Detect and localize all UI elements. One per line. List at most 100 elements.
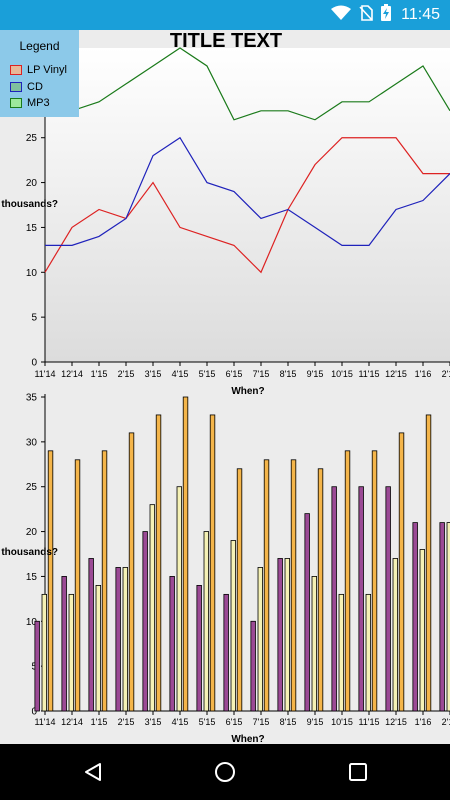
line-x-tick-label: 1'16 <box>415 369 432 379</box>
bar-x-tick-label: 11'15 <box>358 717 379 727</box>
bar-x-tick-label: 10'15 <box>331 717 353 727</box>
status-icons: 11:45 <box>331 0 440 30</box>
bar-1 <box>419 549 426 712</box>
bar-0 <box>250 620 256 712</box>
bar-0 <box>115 567 121 712</box>
bar-2 <box>236 468 243 712</box>
bar-x-tick-label: 11'14 <box>34 717 55 727</box>
bar-1 <box>392 558 399 712</box>
bar-y-tick-label: 25 <box>26 482 38 493</box>
legend: Legend LP Vinyl CD MP3 <box>0 30 79 117</box>
bar-x-tick-label: 12'14 <box>61 717 83 727</box>
bar-0 <box>304 513 310 712</box>
line-x-tick-label: 6'15 <box>226 369 243 379</box>
legend-item-mp3: MP3 <box>10 96 50 110</box>
bar-1 <box>176 486 183 712</box>
legend-title: Legend <box>19 39 60 53</box>
line-series-0 <box>44 137 450 274</box>
bar-2 <box>317 468 324 712</box>
line-series-2 <box>44 47 450 121</box>
wifi-icon <box>331 5 352 26</box>
line-x-tick-label: 4'15 <box>172 369 189 379</box>
bar-x-tick-label: 5'15 <box>199 717 216 727</box>
line-x-tick-label: 2'16 <box>442 369 450 379</box>
bar-0 <box>34 620 40 712</box>
legend-label-mp3: MP3 <box>27 97 50 109</box>
line-x-tick-label: 3'15 <box>145 369 162 379</box>
line-x-tick-label: 12'14 <box>61 369 83 379</box>
bar-y-tick-label: 35 <box>26 393 38 404</box>
line-y-tick-label: 5 <box>31 313 37 324</box>
home-button[interactable] <box>195 744 255 800</box>
bar-1 <box>365 593 372 712</box>
line-x-tick-label: 2'15 <box>118 369 135 379</box>
bar-y-tick-label: 5 <box>31 662 37 673</box>
bar-1 <box>41 593 48 712</box>
charts-area: 0 5 10 15 20 25 11'14 12'14 1'15 2'15 3'15 4'15 5'15… <box>0 30 450 744</box>
bar-1 <box>149 504 156 712</box>
bar-0 <box>385 486 391 712</box>
bar-0 <box>439 522 445 712</box>
bar-x-tick-label: 7'15 <box>253 717 270 727</box>
line-y-tick-label: 15 <box>26 223 38 234</box>
bar-1 <box>68 593 75 712</box>
line-y-tick-label: 10 <box>26 268 38 279</box>
bar-y-tick-label: 10 <box>26 617 38 628</box>
line-x-tick-label: 7'15 <box>253 369 270 379</box>
bar-x-tick-label: 12'15 <box>385 717 407 727</box>
bar-1 <box>122 567 129 712</box>
line-x-tick-label: 12'15 <box>385 369 407 379</box>
line-x-tick-label: 10'15 <box>331 369 353 379</box>
line-chart: 0 5 10 15 20 25 11'14 12'14 1'15 2'15 3'15 4'15 5'15… <box>0 30 450 397</box>
bar-x-tick-label: 1'16 <box>415 717 432 727</box>
bar-0 <box>169 576 175 712</box>
bar-x-axis-title: When? <box>231 734 264 744</box>
line-y-axis-title: y thousands? <box>0 199 58 210</box>
bar-2 <box>344 450 351 712</box>
bar-2 <box>290 459 297 712</box>
chart-title: TITLE TEXT <box>170 30 282 52</box>
line-x-tick-label: 1'15 <box>91 369 108 379</box>
status-bar: 11:45 <box>0 0 450 30</box>
bar-0 <box>277 558 283 712</box>
bar-2 <box>74 459 81 712</box>
bar-2 <box>398 432 405 712</box>
bar-x-tick-label: 8'15 <box>280 717 297 727</box>
legend-item-cd: CD <box>10 80 43 94</box>
bar-y-tick-label: 15 <box>26 572 38 583</box>
bar-x-tick-label: 6'15 <box>226 717 243 727</box>
legend-swatch-mp3 <box>10 98 22 108</box>
bar-2 <box>425 414 432 712</box>
bar-2 <box>209 414 216 712</box>
line-series-1 <box>45 136 450 246</box>
line-y-tick-label: 25 <box>26 133 38 144</box>
bar-0 <box>61 576 67 712</box>
bar-y-tick-label: 30 <box>26 437 38 448</box>
bar-1 <box>257 567 264 712</box>
bar-2 <box>371 450 378 712</box>
bar-chart: 0 5 10 15 20 25 30 35 11'14 12'14 1'15 2'15 3'15 4'15… <box>0 393 450 744</box>
bar-1 <box>446 522 450 712</box>
bar-2 <box>47 450 54 712</box>
bar-2 <box>101 450 108 712</box>
bar-y-tick-label: 0 <box>31 707 37 718</box>
bar-1 <box>338 593 345 712</box>
bar-2 <box>182 396 189 712</box>
bar-x-tick-label: 4'15 <box>172 717 189 727</box>
line-y-tick-label: 0 <box>31 358 37 369</box>
bar-x-tick-label: 2'15 <box>118 717 135 727</box>
line-x-tick-label: 8'15 <box>280 369 297 379</box>
line-x-axis-title: When? <box>231 386 264 397</box>
bar-y-tick-label: 20 <box>26 527 38 538</box>
bar-x-tick-label: 2'16 <box>442 717 450 727</box>
bar-0 <box>142 531 148 712</box>
back-button[interactable] <box>63 744 123 800</box>
bar-1 <box>95 585 102 712</box>
legend-swatch-lp-vinyl <box>10 65 22 75</box>
recents-square-icon <box>349 763 367 781</box>
bar-2 <box>155 414 162 712</box>
bar-0 <box>196 585 202 712</box>
line-y-tick-label: 20 <box>26 178 38 189</box>
bar-0 <box>223 593 229 712</box>
recents-button[interactable] <box>328 744 388 800</box>
